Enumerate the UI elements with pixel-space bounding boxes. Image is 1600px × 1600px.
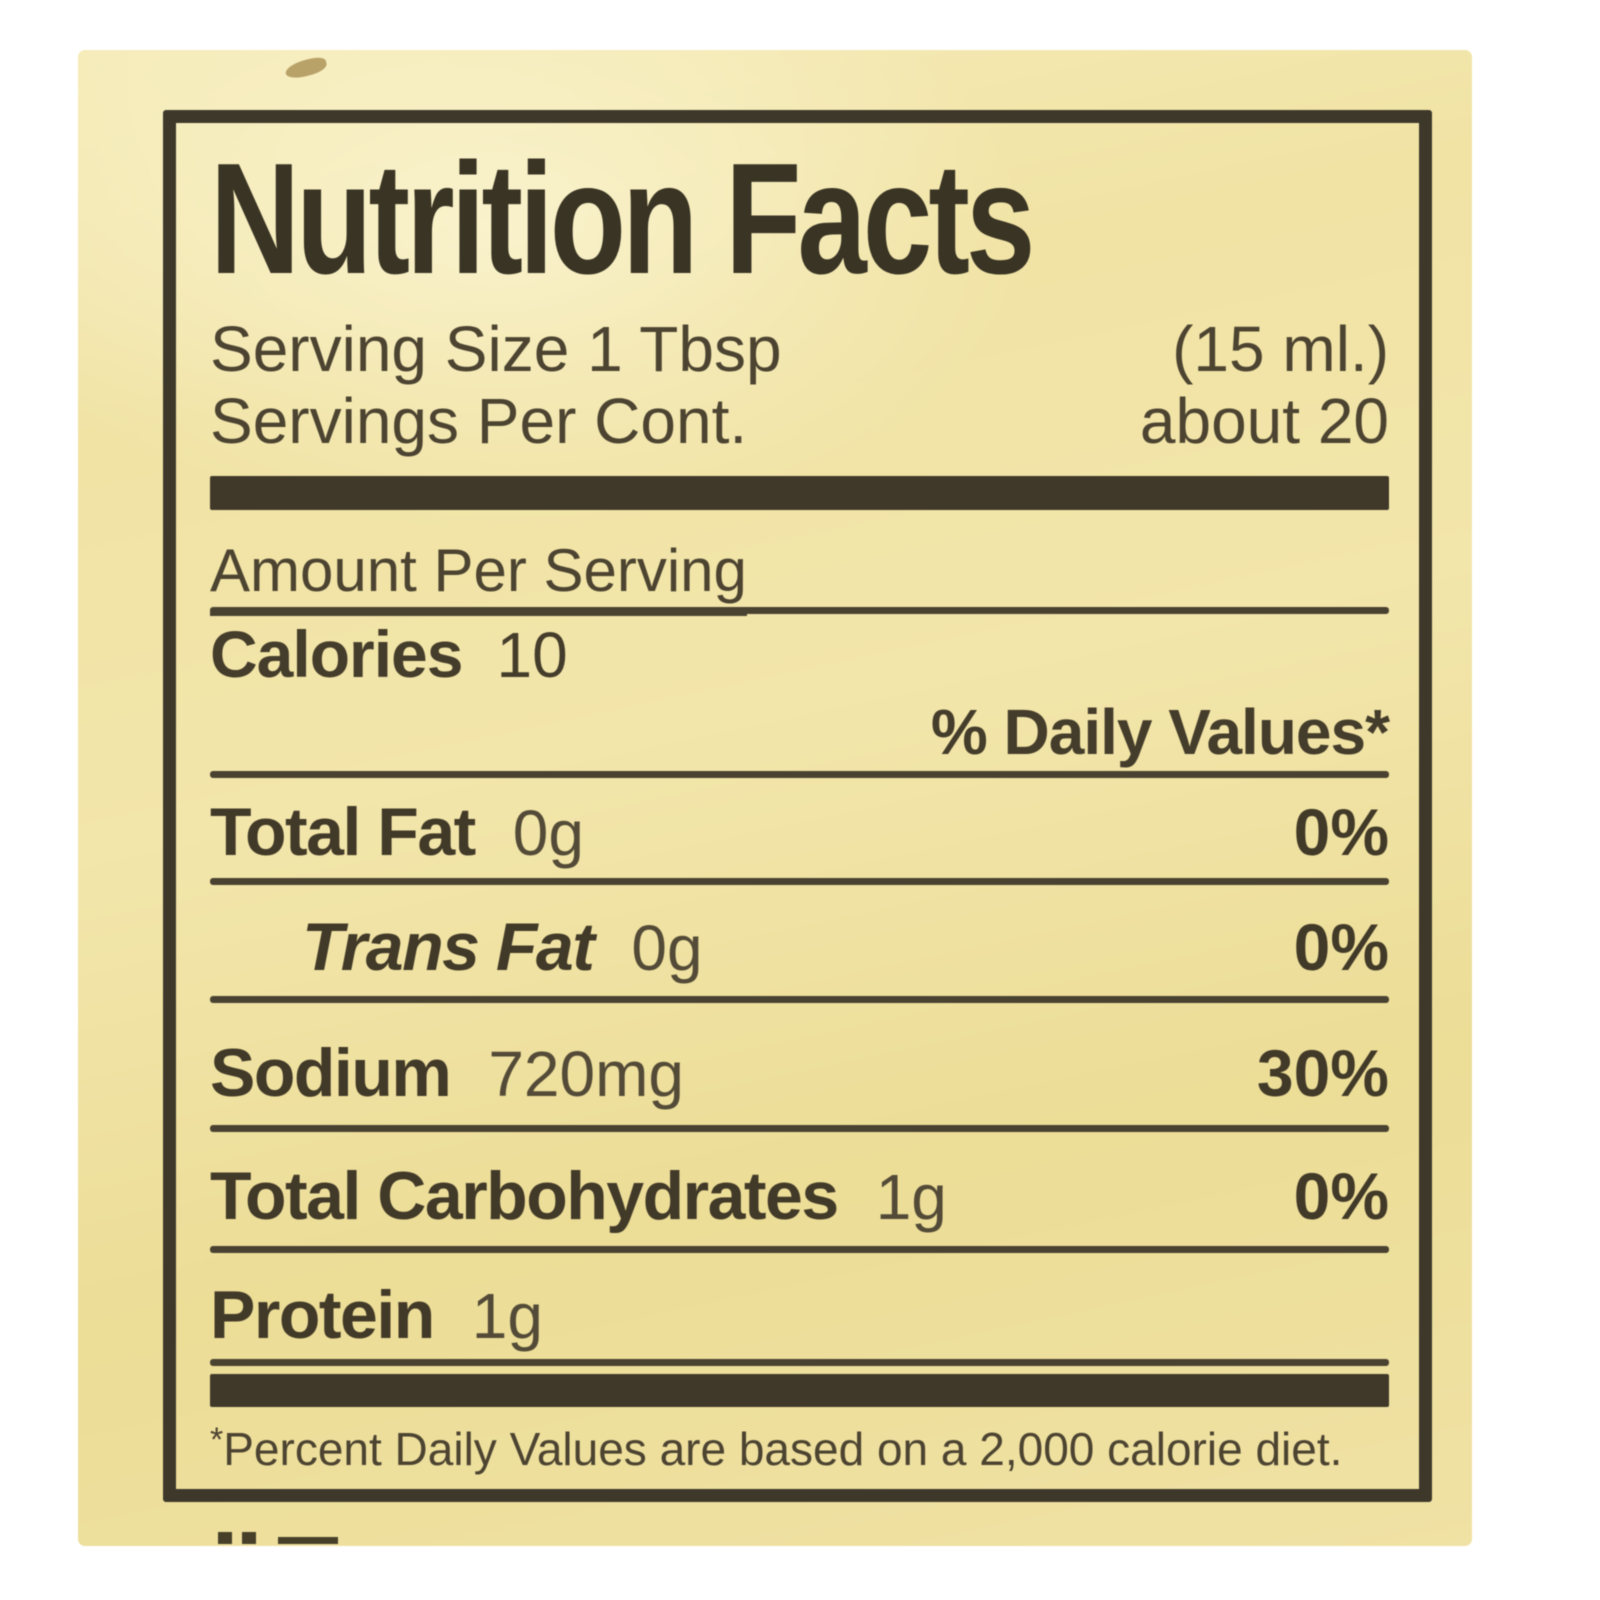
sodium-value: 720mg	[488, 1037, 685, 1110]
rule-divider	[210, 1124, 1389, 1132]
amount-per-serving-heading: Amount Per Serving	[210, 536, 1389, 616]
servings-per-container-value: about 20	[1139, 385, 1389, 458]
servings-per-container-row: Servings Per Cont. about 20	[210, 385, 1389, 458]
total-carbohydrates-label: Total Carbohydrates	[210, 1157, 839, 1234]
serving-size-metric: (15 ml.)	[1172, 313, 1389, 386]
total-fat-percent: 0%	[1293, 795, 1389, 870]
total-carbohydrates-row: Total Carbohydrates 1g 0%	[210, 1156, 1389, 1236]
rule-divider	[210, 606, 1389, 614]
sodium-percent: 30%	[1256, 1035, 1389, 1110]
protein-label: Protein	[210, 1277, 435, 1354]
total-fat-value: 0g	[512, 797, 584, 870]
rule-divider	[210, 878, 1389, 886]
total-fat-row: Total Fat 0g 0%	[210, 792, 1389, 872]
daily-values-footnote: *Percent Daily Values are based on a 2,0…	[210, 1421, 1343, 1476]
thick-separator-bar	[210, 475, 1389, 510]
trans-fat-value: 0g	[631, 912, 703, 985]
label-sticker-photo: Nutrition Facts Serving Size 1 Tbsp (15 …	[78, 50, 1472, 1546]
protein-value: 1g	[471, 1280, 543, 1353]
rule-divider	[210, 1359, 1389, 1367]
rule-divider	[210, 995, 1389, 1003]
footnote-asterisk: *	[210, 1421, 224, 1460]
trans-fat-row: Trans Fat 0g 0%	[210, 907, 1389, 987]
total-carbohydrates-percent: 0%	[1293, 1158, 1389, 1233]
daily-values-header: % Daily Values*	[930, 696, 1390, 769]
sodium-label: Sodium	[210, 1034, 452, 1111]
calories-value: 10	[496, 618, 568, 691]
thick-separator-bar	[210, 1374, 1389, 1408]
nutrition-facts-title: Nutrition Facts	[210, 131, 1035, 307]
cut-off-text-fragment	[218, 1532, 368, 1544]
rule-divider	[210, 1246, 1389, 1254]
nutrition-facts-box: Nutrition Facts Serving Size 1 Tbsp (15 …	[163, 110, 1432, 1502]
label-smudge	[283, 55, 329, 81]
protein-row: Protein 1g	[210, 1275, 1389, 1355]
total-fat-label: Total Fat	[210, 794, 476, 871]
sodium-row: Sodium 720mg 30%	[210, 1033, 1389, 1113]
serving-size-row: Serving Size 1 Tbsp (15 ml.)	[210, 314, 1389, 386]
trans-fat-label: Trans Fat	[302, 909, 595, 986]
calories-label: Calories	[210, 616, 463, 691]
serving-size-label: Serving Size 1 Tbsp	[210, 313, 782, 386]
trans-fat-percent: 0%	[1293, 910, 1389, 985]
calories-row: Calories 10	[210, 616, 1389, 691]
servings-per-container-label: Servings Per Cont.	[210, 385, 748, 458]
total-carbohydrates-value: 1g	[875, 1160, 947, 1233]
rule-divider	[210, 771, 1389, 779]
